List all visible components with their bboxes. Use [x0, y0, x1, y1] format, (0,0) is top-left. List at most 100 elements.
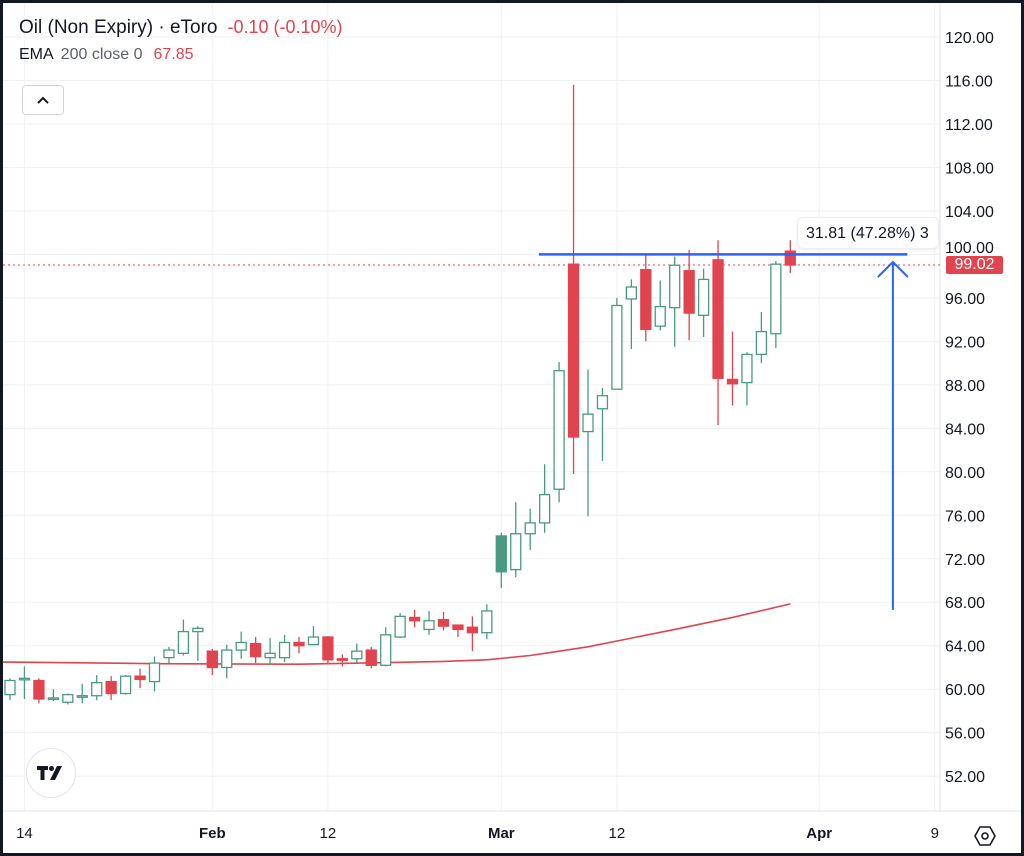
candle-body — [770, 263, 782, 335]
candle-body — [365, 649, 377, 666]
candle-body — [755, 330, 768, 356]
candle-body — [510, 533, 522, 571]
candle — [611, 297, 623, 390]
candle — [654, 280, 666, 331]
candle-body — [47, 697, 59, 701]
candle — [726, 331, 739, 406]
candle — [307, 626, 320, 646]
candle — [18, 666, 31, 699]
y-tick-label: 108.00 — [945, 160, 994, 177]
candle-body — [423, 620, 435, 631]
x-tick-label: Feb — [199, 825, 226, 842]
candle — [4, 678, 16, 701]
candle-body — [264, 652, 276, 659]
candle — [481, 604, 493, 640]
candle-body — [726, 378, 739, 385]
x-tick-label: 14 — [16, 825, 33, 842]
chevron-up-icon — [37, 96, 49, 104]
candle-body — [33, 679, 45, 700]
candle — [640, 254, 652, 342]
candle-body — [712, 259, 724, 379]
y-tick-label: 104.00 — [945, 204, 994, 221]
y-tick-label: 76.00 — [945, 508, 985, 525]
candle — [394, 613, 406, 639]
indicator-name[interactable]: EMA — [19, 46, 54, 63]
candle-body — [495, 535, 507, 573]
candle-body — [293, 641, 305, 647]
candle — [148, 656, 161, 692]
indicator-value: 67.85 — [153, 46, 194, 63]
candle — [119, 675, 132, 695]
candlestick-chart[interactable]: 120.00 116.00 112.00 108.00 104.00 100.00 96.0… — [3, 3, 1021, 853]
candle — [408, 609, 421, 628]
candle — [91, 675, 103, 701]
candle-body — [177, 630, 190, 654]
y-tick-label: 96.00 — [945, 291, 985, 308]
y-tick-label: 60.00 — [945, 682, 985, 699]
candle-body — [206, 650, 218, 669]
tradingview-logo-icon — [37, 766, 62, 780]
tradingview-logo[interactable] — [26, 748, 76, 798]
chart-legend: Oil (Non Expiry) · eToro -0.10 (-0.10%) … — [19, 17, 343, 64]
candle-body — [235, 641, 247, 651]
candle-body — [640, 268, 652, 331]
y-tick-label: 88.00 — [945, 378, 985, 395]
measure-label: 31.81 (47.28%) 3 — [797, 217, 939, 249]
candle-body — [466, 626, 479, 634]
candle-body — [322, 636, 334, 661]
candle-body — [307, 636, 320, 646]
y-tick-label: 116.00 — [945, 73, 993, 90]
candle — [134, 668, 146, 689]
candle-body — [683, 270, 695, 314]
candle — [105, 676, 117, 701]
y-tick-label: 92.00 — [945, 334, 985, 351]
candle — [336, 654, 349, 667]
candle — [221, 644, 233, 679]
candle-body — [437, 618, 450, 627]
candle — [249, 637, 262, 664]
candle — [784, 240, 796, 273]
x-tick-label: 12 — [320, 825, 337, 842]
candle — [437, 612, 450, 631]
last-price-tag: 99.02 — [946, 256, 1003, 274]
candle-body — [221, 649, 233, 669]
candle — [466, 616, 479, 652]
symbol-title[interactable]: Oil (Non Expiry) · eToro — [19, 17, 218, 38]
candle — [76, 683, 88, 704]
candle — [524, 508, 536, 551]
candle — [47, 689, 59, 702]
candle — [365, 646, 377, 669]
candle — [553, 362, 565, 503]
candle-body — [351, 650, 363, 660]
y-tick-label: 72.00 — [945, 552, 985, 569]
candle-body — [596, 395, 609, 410]
candle — [322, 635, 334, 664]
candle — [712, 240, 724, 426]
candle-body — [4, 679, 16, 696]
candle — [278, 634, 291, 663]
candle-body — [452, 624, 464, 631]
y-tick-label: 100.00 — [945, 240, 994, 257]
candle — [596, 388, 609, 461]
candle-body — [18, 677, 31, 681]
candle-body — [380, 634, 392, 666]
y-tick-label: 52.00 — [945, 769, 985, 786]
y-tick-label: 64.00 — [945, 639, 985, 656]
candle — [582, 369, 594, 517]
candle — [293, 637, 305, 654]
candle — [755, 312, 768, 364]
candle-body — [119, 675, 132, 695]
candle — [697, 268, 710, 338]
candle — [741, 352, 753, 406]
collapse-legend-button[interactable] — [22, 85, 64, 115]
settings-hexagon-icon[interactable] — [973, 824, 997, 848]
x-tick-label: 12 — [609, 825, 626, 842]
x-tick-label: 9 — [931, 825, 939, 842]
y-tick-label: 80.00 — [945, 465, 985, 482]
candle-body — [625, 286, 637, 300]
y-tick-label: 112.00 — [945, 117, 993, 134]
candle — [539, 464, 551, 533]
candle-body — [553, 370, 565, 490]
candle-body — [134, 675, 146, 681]
